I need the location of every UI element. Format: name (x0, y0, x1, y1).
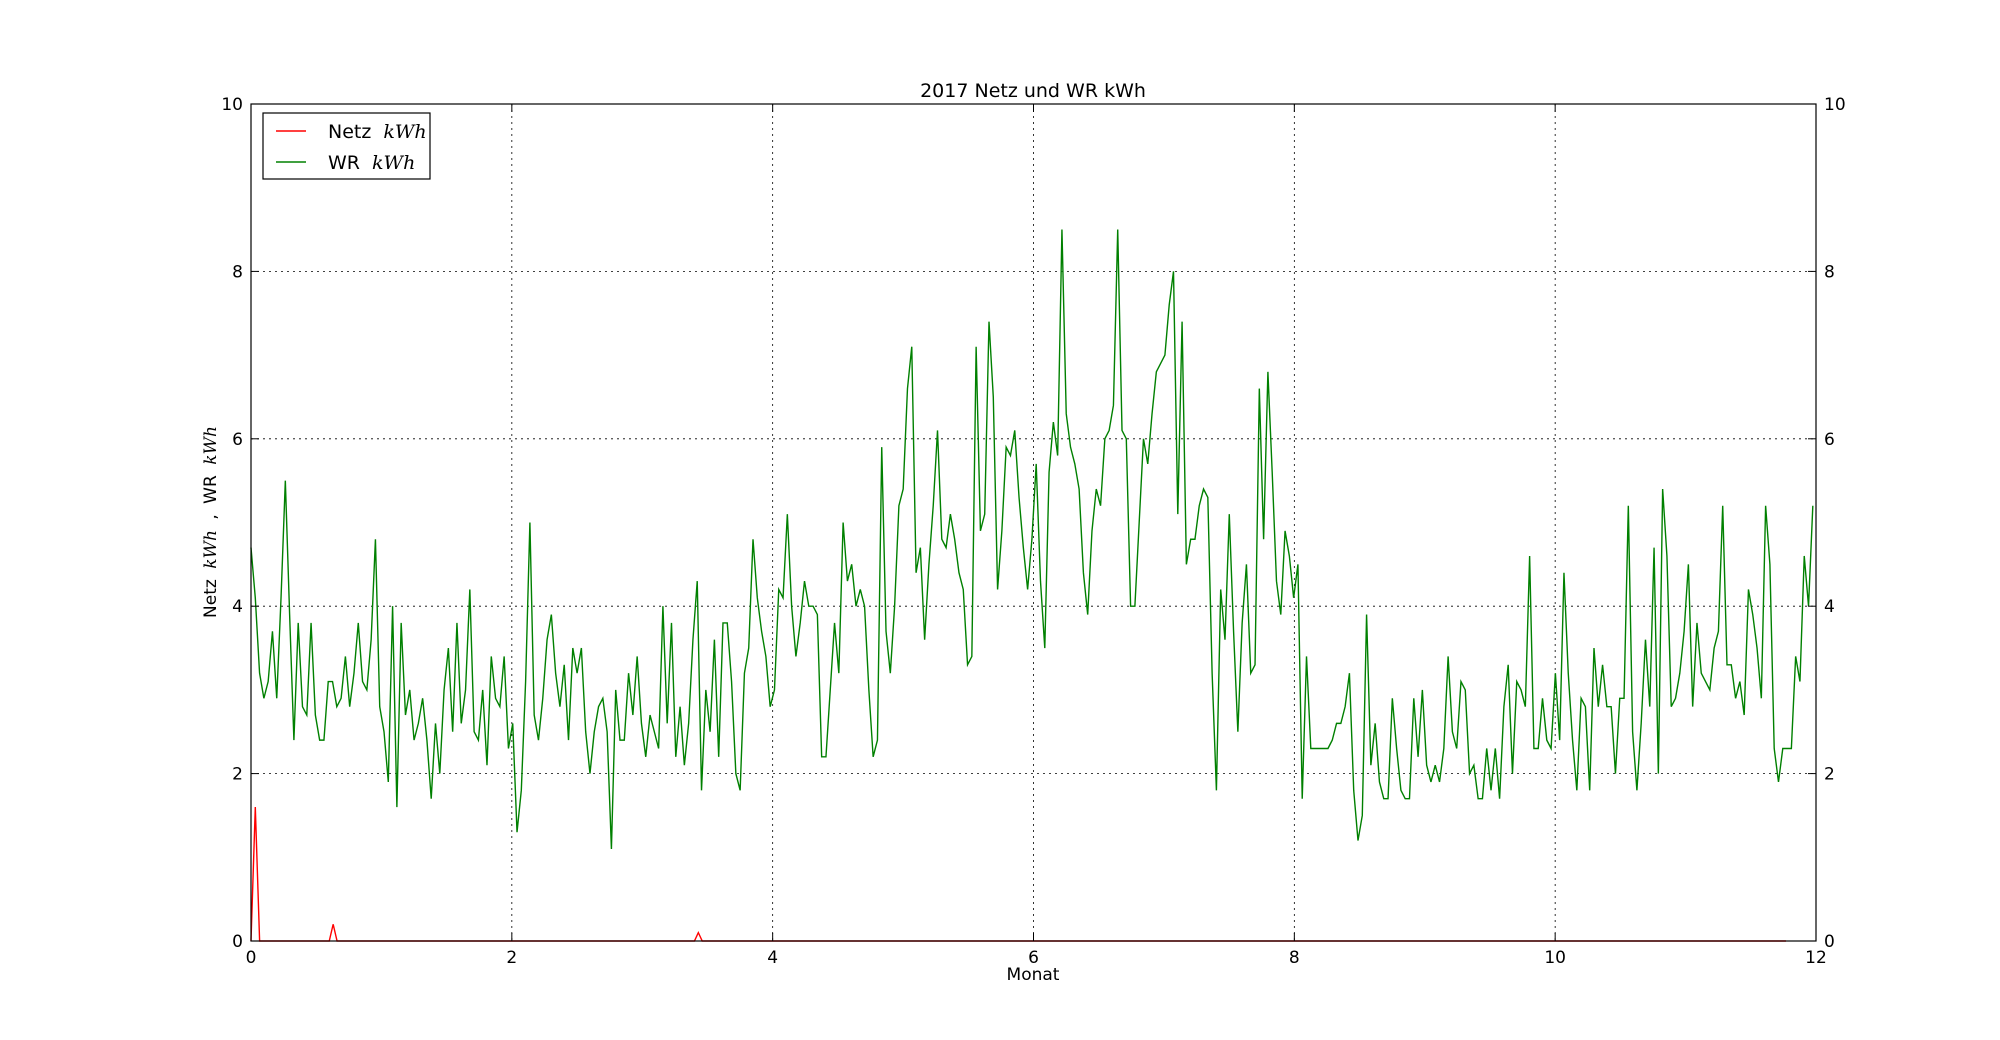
y-tick-label: 4 (232, 597, 243, 617)
y-tick-label: 10 (221, 95, 243, 115)
y-tick-label: 8 (232, 262, 243, 282)
y-axis-label: Netz kWh , WR kWh (201, 426, 221, 618)
y-tick-label-right: 0 (1824, 932, 1835, 952)
y-tick-label-right: 2 (1824, 765, 1835, 785)
y-tick-label-right: 8 (1824, 262, 1835, 282)
y-axis-label-netz-unit: kWh (201, 530, 221, 569)
legend: Netz kWh WR kWh (262, 112, 431, 180)
y-tick-label: 0 (232, 932, 243, 952)
y-axis-label-separator: , (201, 514, 221, 519)
legend-label-wr: WR kWh (328, 152, 415, 174)
series-layer (250, 229, 1814, 942)
legend-label-netz: Netz kWh (328, 121, 427, 143)
y-tick-label-right: 10 (1824, 95, 1846, 115)
x-tick-label: 0 (246, 948, 257, 968)
x-tick-label: 12 (1805, 948, 1827, 968)
legend-label-netz-unit: kWh (383, 121, 426, 143)
y-tick-label-right: 4 (1824, 597, 1835, 617)
series-line-netz (250, 807, 1786, 942)
tick-layer: 0 2 4 6 8 10 120 02 24 46 68 810 10 (221, 95, 1845, 968)
legend-label-netz-name: Netz (328, 121, 371, 143)
x-tick-label: 4 (767, 948, 778, 968)
y-tick-label: 6 (232, 430, 243, 450)
grid-layer (251, 104, 1816, 941)
x-axis-label: Monat (1007, 965, 1060, 985)
y-axis-label-wr-unit: kWh (201, 426, 221, 465)
series-line-wr (250, 229, 1814, 849)
y-tick-label: 2 (232, 765, 243, 785)
legend-label-wr-unit: kWh (372, 152, 415, 174)
x-tick-label: 2 (506, 948, 517, 968)
legend-label-wr-name: WR (328, 152, 360, 174)
chart-title: 2017 Netz und WR kWh (920, 80, 1146, 102)
legend-box (262, 112, 431, 180)
x-tick-label: 6 (1028, 948, 1039, 968)
y-axis-label-netz: Netz (201, 579, 221, 618)
y-axis-label-wr: WR (201, 475, 221, 504)
y-tick-label-right: 6 (1824, 430, 1835, 450)
x-tick-label: 8 (1289, 948, 1300, 968)
x-tick-label: 10 (1544, 948, 1566, 968)
